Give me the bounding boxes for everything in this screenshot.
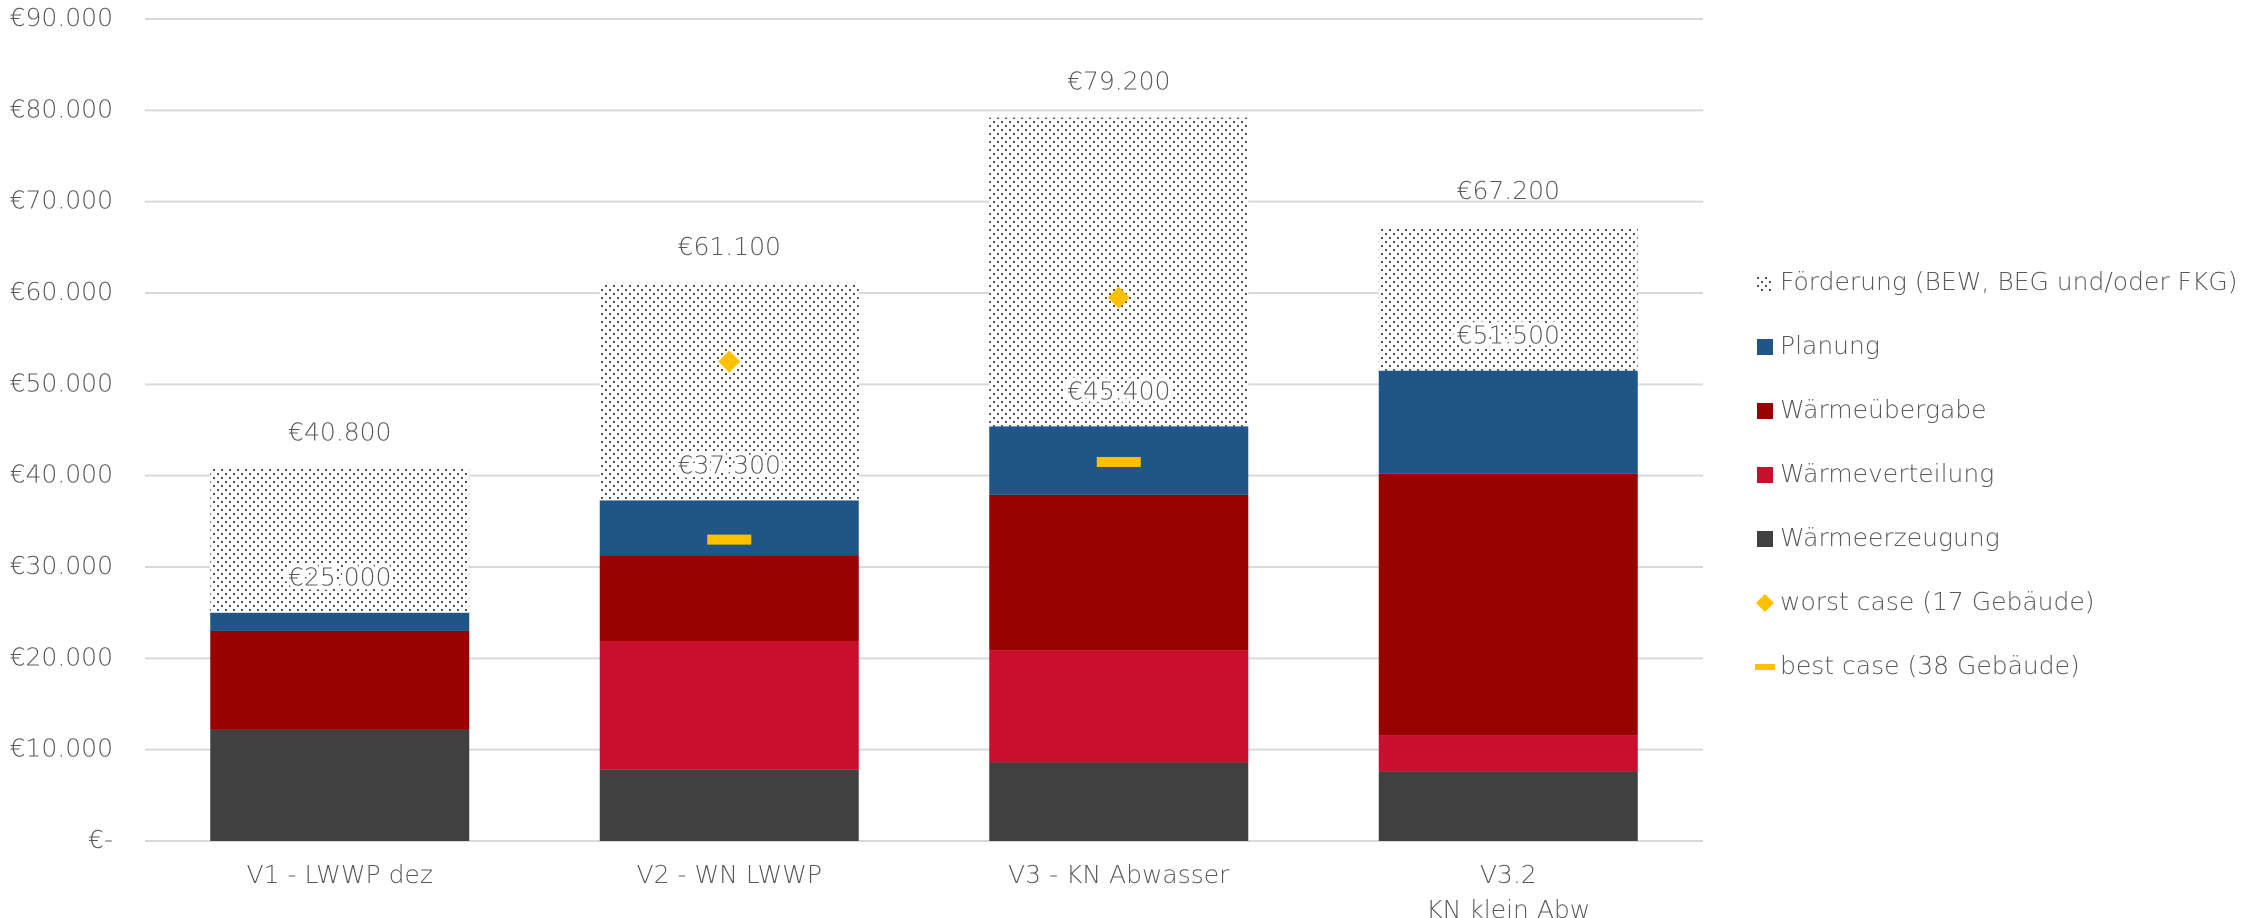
- bar-segment: [1378, 771, 1638, 841]
- bar-segment: [989, 762, 1249, 841]
- bar-segment: [1378, 473, 1638, 736]
- legend-label: Wärmeverteilung: [1780, 459, 1994, 488]
- bar-segment: [1378, 227, 1638, 371]
- bar-segment: [599, 640, 859, 770]
- legend-label: best case (38 Gebäude): [1780, 651, 2080, 680]
- bar-segment: [210, 468, 470, 613]
- bar-segment: [210, 630, 470, 730]
- legend-swatch: [1757, 467, 1773, 483]
- bar-segment: [989, 494, 1249, 651]
- y-tick-label: €90.000: [10, 3, 113, 32]
- legend-swatch: [1755, 664, 1775, 670]
- bar-segment: [599, 500, 859, 556]
- total-label: €79.200: [1067, 67, 1170, 96]
- legend-swatch: [1757, 275, 1773, 291]
- bar-segment: [989, 650, 1249, 763]
- y-tick-label: €-: [88, 825, 113, 854]
- x-tick-label: V3 - KN Abwasser: [1008, 860, 1230, 889]
- bar-segment: [599, 282, 859, 501]
- bar-segment: [1378, 735, 1638, 772]
- total-label: €40.800: [288, 417, 391, 446]
- worst-case-marker: [1107, 286, 1130, 309]
- y-tick-label: €50.000: [10, 368, 113, 397]
- bar-segment: [989, 117, 1249, 427]
- x-tick-label: V2 - WN LWWP: [637, 860, 822, 889]
- legend-swatch: [1757, 531, 1773, 547]
- legend-label: Wärmeübergabe: [1780, 395, 1987, 424]
- total-label: €61.100: [678, 232, 781, 261]
- legend-label: worst case (17 Gebäude): [1780, 587, 2095, 616]
- subtotal-label: €45.400: [1067, 376, 1170, 405]
- subtotal-label: €37.300: [678, 450, 781, 479]
- best-case-marker: [1096, 456, 1141, 467]
- best-case-marker: [707, 534, 752, 545]
- worst-case-marker: [718, 350, 741, 373]
- y-tick-label: €40.000: [10, 460, 113, 489]
- legend-label: Förderung (BEW, BEG und/oder FKG): [1780, 267, 2237, 296]
- legend-swatch: [1757, 339, 1773, 355]
- subtotal-label: €51.500: [1457, 321, 1560, 350]
- y-tick-label: €20.000: [10, 642, 113, 671]
- y-tick-label: €80.000: [10, 94, 113, 123]
- x-tick-label: V3.2 KN klein Abw: [1426, 860, 1590, 918]
- legend-swatch: [1757, 403, 1773, 419]
- legend-label: Wärmeerzeugung: [1780, 523, 2000, 552]
- y-tick-label: €30.000: [10, 551, 113, 580]
- subtotal-label: €25.000: [288, 563, 391, 592]
- y-tick-label: €60.000: [10, 277, 113, 306]
- bar-segment: [1378, 370, 1638, 474]
- x-tick-label: V1 - LWWP dez: [247, 860, 433, 889]
- bar-segment: [210, 729, 470, 841]
- legend-label: Planung: [1780, 331, 1880, 360]
- bar-segment: [210, 612, 470, 631]
- legend-swatch: [1756, 594, 1774, 612]
- y-tick-label: €70.000: [10, 186, 113, 215]
- bar-segment: [599, 555, 859, 641]
- total-label: €67.200: [1457, 176, 1560, 205]
- y-tick-label: €10.000: [10, 734, 113, 763]
- bar-segment: [599, 769, 859, 841]
